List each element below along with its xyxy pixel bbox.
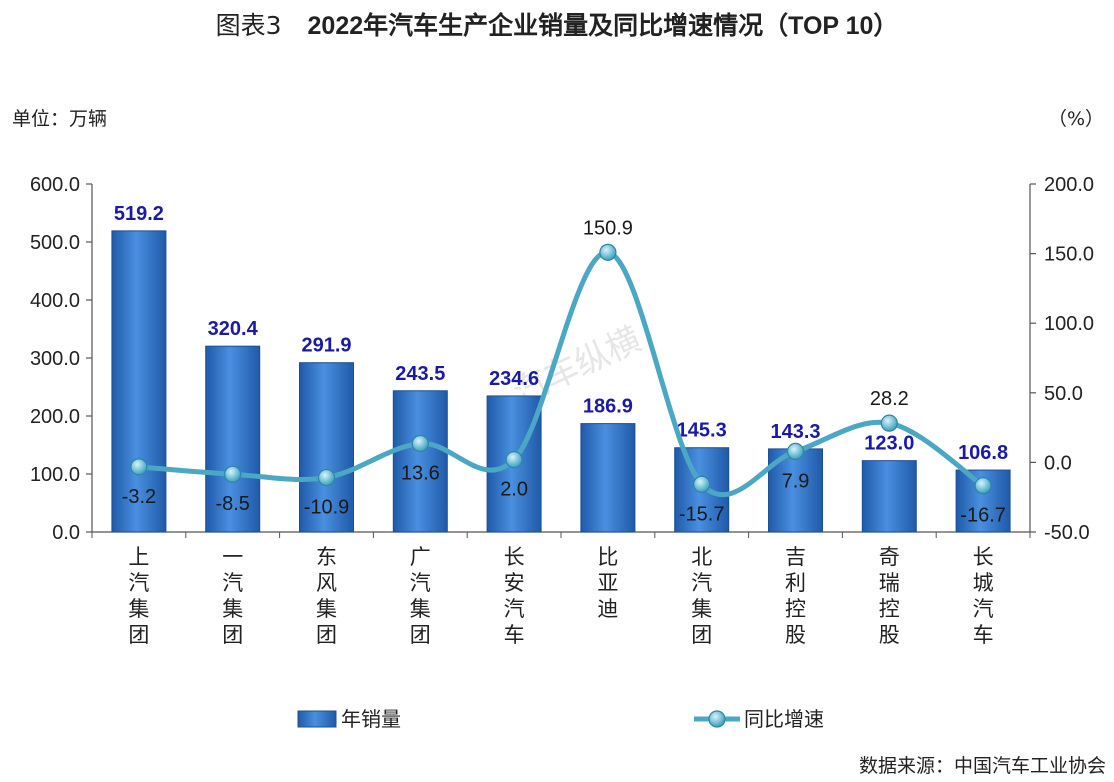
category-label: 长城汽车 <box>973 545 994 647</box>
left-tick-label: 600.0 <box>30 174 80 196</box>
bar-value-label: 234.6 <box>489 368 539 390</box>
growth-point-1 <box>130 458 148 476</box>
growth-point-2 <box>224 465 242 483</box>
left-tick-label: 300.0 <box>30 348 80 370</box>
legend-bar-swatch <box>297 710 337 728</box>
left-tick-label: 500.0 <box>30 232 80 254</box>
growth-value-label: -16.7 <box>960 505 1006 527</box>
growth-line <box>136 249 986 498</box>
growth-value-label: -8.5 <box>215 493 249 515</box>
category-label: 比亚迪 <box>597 545 618 621</box>
title-main: 2022年汽车生产企业销量及同比增速情况（TOP 10） <box>307 12 899 40</box>
bar-1 <box>111 230 167 533</box>
bar-2 <box>205 345 261 533</box>
bar-value-label: 291.9 <box>301 335 351 357</box>
bar-value-label: 106.8 <box>958 442 1008 464</box>
right-tick-label: -50.0 <box>1044 522 1090 544</box>
growth-value-label: -10.9 <box>304 497 350 519</box>
category-label: 一汽集团 <box>222 545 243 647</box>
growth-value-label: 28.2 <box>870 388 909 410</box>
growth-point-9 <box>880 414 898 432</box>
category-label: 广汽集团 <box>410 545 431 647</box>
legend-line-label: 同比增速 <box>744 707 824 731</box>
growth-value-label: -15.7 <box>679 503 725 525</box>
bar-value-label: 519.2 <box>114 203 164 225</box>
bar-value-label: 320.4 <box>208 318 259 340</box>
bar-value-label: 186.9 <box>583 396 633 418</box>
right-tick-label: 50.0 <box>1044 383 1083 405</box>
figure-number: 图表3 <box>215 11 282 40</box>
category-label: 奇瑞控股 <box>879 545 900 647</box>
data-source: 数据来源：中国汽车工业协会 <box>858 755 1106 777</box>
growth-point-7 <box>693 475 711 493</box>
legend-bar-label: 年销量 <box>341 707 401 731</box>
chart-title: 图表3 2022年汽车生产企业销量及同比增速情况（TOP 10） <box>0 6 1114 42</box>
left-tick-label: 400.0 <box>30 290 80 312</box>
bar-9 <box>861 460 917 533</box>
growth-value-label: -3.2 <box>122 486 156 508</box>
bar-6 <box>580 423 636 533</box>
bar-value-label: 243.5 <box>395 363 445 385</box>
growth-point-6 <box>599 243 617 261</box>
growth-point-3 <box>317 468 336 487</box>
left-tick-label: 100.0 <box>30 464 80 486</box>
right-tick-label: 0.0 <box>1044 452 1072 474</box>
bar-3 <box>299 362 354 533</box>
growth-point-5 <box>505 451 523 469</box>
bar-value-label: 143.3 <box>770 421 820 443</box>
bar-4 <box>392 390 448 533</box>
legend-line-marker <box>708 710 726 728</box>
left-tick-label: 200.0 <box>30 406 80 428</box>
growth-point-4 <box>411 434 429 453</box>
bar-value-label: 123.0 <box>864 433 914 455</box>
growth-value-label: 2.0 <box>500 479 528 501</box>
category-label: 长安汽车 <box>504 545 525 647</box>
left-axis-unit: 单位：万辆 <box>12 108 108 130</box>
right-tick-label: 100.0 <box>1044 313 1094 335</box>
right-tick-label: 200.0 <box>1044 174 1094 196</box>
bar-value-label: 145.3 <box>677 420 727 442</box>
category-label: 吉利控股 <box>785 545 806 647</box>
right-axis-unit: （%） <box>1047 108 1104 130</box>
category-label: 东风集团 <box>316 545 337 647</box>
growth-value-label: 150.9 <box>583 217 633 239</box>
growth-value-label: 13.6 <box>401 462 440 484</box>
growth-value-label: 7.9 <box>782 470 810 492</box>
growth-point-10 <box>974 477 992 495</box>
right-tick-label: 150.0 <box>1044 244 1094 266</box>
category-label: 北汽集团 <box>691 545 712 647</box>
left-tick-label: 0.0 <box>52 522 80 544</box>
category-label: 上汽集团 <box>128 545 149 647</box>
growth-point-8 <box>786 442 805 461</box>
